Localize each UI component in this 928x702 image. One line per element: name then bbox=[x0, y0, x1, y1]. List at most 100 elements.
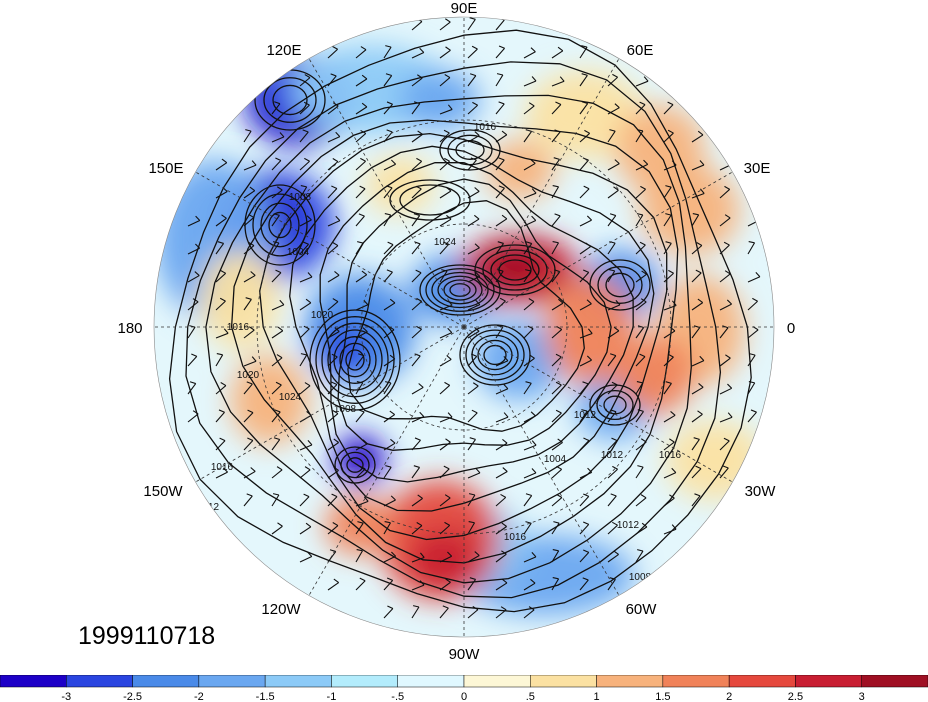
contour-label: 1008 bbox=[334, 404, 357, 415]
wind-barb bbox=[439, 108, 453, 115]
wind-barb bbox=[663, 414, 676, 423]
wind-barb-flag bbox=[583, 185, 590, 190]
wind-barb-flag bbox=[698, 383, 704, 388]
wind-barb-flag bbox=[469, 577, 476, 580]
wind-barb bbox=[411, 133, 423, 143]
wind-barb bbox=[467, 159, 477, 171]
wind-barb-flag bbox=[419, 580, 425, 586]
wind-barb-flag bbox=[697, 298, 704, 304]
wind-barb-flag bbox=[359, 465, 366, 470]
wind-barb-flag bbox=[727, 383, 733, 389]
wind-barb-flag bbox=[557, 46, 564, 52]
wind-barb-flag bbox=[445, 578, 451, 583]
wind-barb bbox=[579, 496, 590, 507]
wind-barb bbox=[355, 215, 365, 227]
contour-label: 1012 bbox=[617, 520, 640, 531]
wind-barbs bbox=[187, 17, 761, 619]
contour-label: 1020 bbox=[237, 370, 260, 381]
wind-barb bbox=[411, 77, 423, 87]
wind-barb bbox=[439, 468, 450, 479]
wind-barb-flag bbox=[497, 241, 504, 244]
wind-barb bbox=[299, 354, 308, 367]
meridian-line bbox=[463, 171, 733, 328]
wind-barb bbox=[495, 582, 508, 591]
colorbar-swatch bbox=[397, 675, 465, 688]
wind-barb bbox=[411, 584, 425, 591]
pressure-contour bbox=[345, 349, 365, 371]
wind-barb bbox=[663, 497, 675, 507]
wind-barb bbox=[439, 132, 450, 143]
wind-barb-flag bbox=[727, 159, 733, 165]
wind-barb-flag bbox=[386, 185, 393, 189]
wind-barb-flag bbox=[358, 409, 365, 413]
wind-barb-flag bbox=[609, 577, 616, 580]
wind-barb-flag bbox=[276, 354, 283, 359]
wind-barb bbox=[495, 19, 505, 31]
wind-barb-flag bbox=[447, 104, 453, 110]
wind-barb-flag bbox=[694, 493, 701, 497]
wind-barb-flag bbox=[331, 185, 338, 189]
wind-barb-flag bbox=[444, 494, 451, 499]
meridian-line bbox=[195, 171, 465, 328]
wind-barb bbox=[215, 471, 228, 479]
wind-barb bbox=[607, 163, 620, 171]
wind-barb bbox=[607, 440, 618, 451]
wind-barb-flag bbox=[332, 410, 339, 415]
wind-barb bbox=[383, 358, 396, 367]
wind-barb-flag bbox=[559, 76, 565, 82]
wind-barb bbox=[411, 188, 422, 199]
wind-barb-flag bbox=[335, 131, 341, 137]
wind-barb-flag bbox=[586, 355, 592, 361]
wind-barb bbox=[243, 299, 252, 311]
wind-barb bbox=[299, 444, 313, 451]
wind-barb-flag bbox=[501, 578, 508, 584]
wind-barb bbox=[383, 579, 394, 591]
wind-barb bbox=[383, 555, 396, 563]
wind-barb-flag bbox=[636, 381, 643, 384]
colorbar-swatch bbox=[596, 675, 664, 688]
wind-barb bbox=[579, 271, 590, 283]
wind-barb-flag bbox=[557, 438, 563, 443]
wind-barb-flag bbox=[474, 327, 480, 332]
wind-barb-flag bbox=[496, 73, 504, 76]
meridian-line bbox=[463, 326, 733, 483]
wind-barb-flag bbox=[189, 325, 196, 328]
wind-barb bbox=[691, 245, 703, 255]
contour-label: 1008 bbox=[629, 572, 652, 583]
wind-barb bbox=[439, 304, 453, 311]
wind-barb bbox=[271, 494, 280, 507]
colorbar-tick-label: -1.5 bbox=[256, 691, 275, 702]
contour-label: 1004 bbox=[287, 247, 310, 258]
wind-barb bbox=[383, 608, 394, 619]
wind-barb bbox=[719, 440, 730, 451]
wind-barb-flag bbox=[639, 353, 646, 358]
wind-barb-flag bbox=[250, 271, 256, 276]
wind-barb-flag bbox=[640, 298, 647, 303]
wind-barb-flag bbox=[385, 73, 392, 77]
wind-barb-flag bbox=[356, 549, 363, 552]
wind-barb-flag bbox=[249, 186, 256, 192]
wind-barb-flag bbox=[413, 101, 420, 105]
wind-barb bbox=[243, 383, 253, 395]
wind-barb bbox=[719, 273, 731, 283]
wind-barb-flag bbox=[609, 213, 616, 217]
wind-barb-flag bbox=[468, 521, 475, 524]
wind-barb bbox=[355, 106, 368, 115]
wind-barb-flag bbox=[334, 270, 340, 276]
wind-barb bbox=[299, 77, 311, 87]
wind-barb-flag bbox=[248, 213, 255, 218]
wind-barb bbox=[411, 328, 422, 339]
wind-barb bbox=[579, 440, 590, 451]
wind-barb bbox=[327, 331, 340, 339]
wind-barb-flag bbox=[251, 356, 257, 362]
wind-barb-flag bbox=[610, 493, 617, 497]
wind-barb-flag bbox=[582, 269, 589, 273]
wind-barb bbox=[299, 160, 310, 171]
wind-barb bbox=[467, 104, 479, 115]
wind-barb-flag bbox=[276, 186, 283, 191]
wind-barb-flag bbox=[386, 269, 393, 273]
wind-barb bbox=[299, 526, 312, 535]
anomaly-region bbox=[615, 105, 705, 195]
wind-barb-flag bbox=[722, 465, 729, 469]
wind-barb-flag bbox=[554, 213, 561, 217]
